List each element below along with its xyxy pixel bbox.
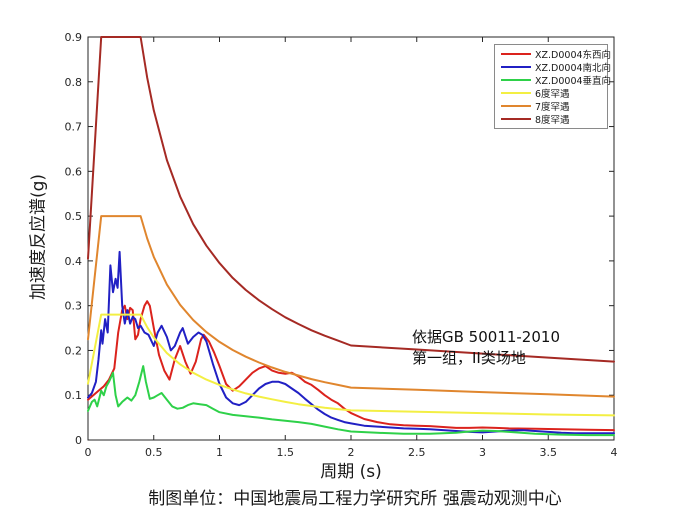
series-line-ud	[87, 365, 615, 437]
y-axis-title: 加速度反应谱(g)	[28, 173, 49, 301]
caption: 制图单位：中国地震局工程力学研究所 强震动观测中心	[148, 489, 562, 509]
x-tick-label: 3	[479, 446, 486, 459]
legend-label: XZ.D0004南北向	[535, 62, 612, 74]
legend-line-swatch	[501, 52, 531, 55]
legend-entry-rare8: 8度罕遇	[495, 113, 607, 127]
legend-label: XZ.D0004垂直向	[535, 75, 612, 87]
y-tick-label: 0.3	[65, 300, 83, 313]
legend-entry-ns: XZ.D0004南北向	[495, 61, 611, 74]
x-tick-label: 0	[85, 446, 92, 459]
legend-label: 8度罕遇	[535, 115, 570, 127]
legend-entry-rare6: 6度罕遇	[495, 87, 607, 101]
x-tick-label: 3.5	[540, 446, 558, 459]
x-tick-label: 4	[611, 446, 618, 459]
legend-line-swatch	[501, 78, 531, 81]
series-line-rare7	[87, 215, 615, 398]
annotation-line-1: 依据GB 50011-2010	[412, 328, 560, 346]
y-tick-label: 0.9	[65, 31, 83, 44]
legend-line-swatch	[501, 105, 531, 108]
legend: XZ.D0004东西向 XZ.D0004南北向 XZ.D0004垂直向 6度罕遇 7度罕…	[494, 44, 611, 129]
legend-label: 7度罕遇	[535, 102, 570, 114]
series-line-rare8	[87, 36, 615, 363]
legend-label: XZ.D0004东西向	[535, 49, 612, 61]
y-tick-label: 0.2	[65, 344, 83, 357]
y-tick-label: 0.6	[65, 165, 83, 178]
annotation-line-2: 第一组，II类场地	[412, 349, 526, 367]
x-tick-label: 0.5	[145, 446, 163, 459]
legend-line-swatch	[501, 65, 531, 68]
legend-entry-ud: XZ.D0004垂直向	[495, 74, 611, 87]
y-tick-label: 0.1	[65, 389, 83, 402]
y-tick-label: 0	[75, 434, 82, 447]
legend-line-swatch	[501, 118, 531, 121]
x-tick-label: 1	[216, 446, 223, 459]
y-tick-label: 0.5	[65, 210, 83, 223]
x-tick-label: 2	[348, 446, 355, 459]
legend-label: 6度罕遇	[535, 89, 570, 101]
y-tick-label: 0.8	[65, 76, 83, 89]
y-tick-label: 0.4	[65, 255, 83, 268]
x-tick-label: 2.5	[408, 446, 426, 459]
legend-entry-rare7: 7度罕遇	[495, 100, 607, 114]
y-tick-label: 0.7	[65, 121, 83, 134]
legend-line-swatch	[501, 92, 531, 95]
series-line-rare6	[87, 313, 615, 417]
legend-entry-ew: XZ.D0004东西向	[495, 48, 611, 61]
x-tick-label: 1.5	[277, 446, 295, 459]
x-axis-title: 周期 (s)	[320, 462, 382, 482]
series-line-ns	[87, 250, 615, 435]
annotation: 依据GB 50011-2010 第一组，II类场地	[412, 327, 560, 369]
